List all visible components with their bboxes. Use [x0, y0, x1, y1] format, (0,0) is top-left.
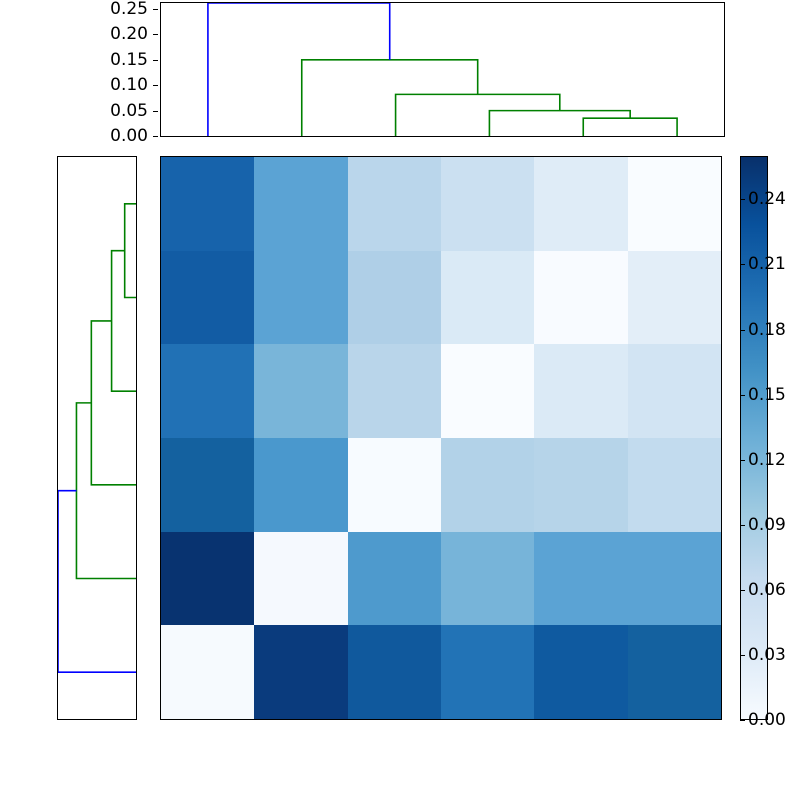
dendrogram-tick-label: 0.10 [110, 75, 148, 95]
dendrogram-tick-mark [153, 60, 158, 61]
dendrogram-link [76, 403, 136, 579]
dendrogram-link [489, 111, 630, 136]
dendrogram-link [91, 321, 136, 485]
column-dendrogram-panel [160, 2, 725, 137]
colorbar-tick-label: 0.15 [748, 385, 786, 405]
colorbar-tick-mark [740, 460, 745, 461]
heatmap-cell [628, 438, 721, 532]
colorbar-tick-mark [740, 199, 745, 200]
heatmap-cell [348, 344, 441, 438]
column-dendrogram-yaxis: 0.25 0.20 0.15 0.10 0.05 0.00 [100, 0, 158, 146]
dendrogram-link [125, 204, 136, 298]
heatmap-cell [161, 532, 254, 625]
dendrogram-link [396, 94, 560, 136]
row-dendrogram-panel [57, 156, 137, 720]
heatmap-cell [534, 625, 628, 719]
heatmap-cell [161, 251, 254, 344]
row-dendrogram-plot [58, 157, 136, 719]
colorbar-tick-label: 0.03 [748, 645, 786, 665]
heatmap-cell [628, 251, 721, 344]
colorbar-tick-label: 0.24 [748, 189, 786, 209]
heatmap-cell [254, 625, 348, 719]
heatmap-cell [441, 344, 534, 438]
heatmap-cell [254, 532, 348, 625]
dendrogram-tick-label: 0.15 [110, 50, 148, 70]
heatmap-cell [348, 625, 441, 719]
heatmap-cell [628, 344, 721, 438]
column-dendrogram-plot [161, 3, 724, 136]
colorbar-tick-mark [740, 590, 745, 591]
heatmap-cell [534, 251, 628, 344]
heatmap-cell [161, 344, 254, 438]
dendrogram-link [302, 60, 478, 136]
dendrogram-tick-label: 0.00 [110, 126, 148, 146]
heatmap-cell [254, 438, 348, 532]
heatmap-cell [628, 532, 721, 625]
colorbar-tick-mark [740, 330, 745, 331]
heatmap-cell [441, 625, 534, 719]
colorbar-tick-label: 0.18 [748, 320, 786, 340]
heatmap-cell [348, 251, 441, 344]
heatmap-cell [254, 251, 348, 344]
heatmap-cell [534, 532, 628, 625]
heatmap-cell [254, 157, 348, 251]
heatmap-cell [348, 157, 441, 251]
dendrogram-link [208, 3, 390, 136]
dendrogram-link [112, 251, 136, 392]
heatmap-cell [534, 438, 628, 532]
heatmap-cell [441, 251, 534, 344]
heatmap-cell [441, 532, 534, 625]
heatmap-cell [628, 157, 721, 251]
dendrogram-tick-mark [153, 111, 158, 112]
colorbar-tick-label: 0.00 [748, 710, 786, 730]
heatmap-cell [348, 438, 441, 532]
heatmap-grid [160, 156, 722, 720]
dendrogram-tick-mark [153, 34, 158, 35]
dendrogram-link [58, 491, 136, 672]
heatmap-cell [534, 344, 628, 438]
dendrogram-tick-mark [153, 85, 158, 86]
dendrogram-tick-label: 0.25 [110, 0, 148, 19]
colorbar-axis: 0.24 0.21 0.18 0.15 0.12 0.09 0.06 0.03 0.00 [740, 156, 800, 730]
dendrogram-link [583, 118, 677, 136]
colorbar-gradient [740, 156, 768, 720]
colorbar-tick-mark [740, 395, 745, 396]
colorbar-tick-label: 0.12 [748, 450, 786, 470]
heatmap-cell [441, 157, 534, 251]
dendrogram-tick-mark [153, 136, 158, 137]
heatmap-cell [254, 344, 348, 438]
colorbar-tick-label: 0.21 [748, 254, 786, 274]
heatmap-cell [441, 438, 534, 532]
heatmap-cell [628, 625, 721, 719]
colorbar-tick-label: 0.09 [748, 515, 786, 535]
colorbar-tick-mark [740, 655, 745, 656]
heatmap-cell [161, 438, 254, 532]
heatmap-cell [348, 532, 441, 625]
heatmap-cell [161, 157, 254, 251]
colorbar-tick-mark [740, 264, 745, 265]
colorbar-tick-mark [740, 525, 745, 526]
dendrogram-tick-label: 0.05 [110, 101, 148, 121]
colorbar-tick-mark [740, 720, 745, 721]
heatmap-cell [534, 157, 628, 251]
colorbar-tick-label: 0.06 [748, 580, 786, 600]
dendrogram-tick-mark [153, 9, 158, 10]
heatmap-cell [161, 625, 254, 719]
dendrogram-tick-label: 0.20 [110, 24, 148, 44]
